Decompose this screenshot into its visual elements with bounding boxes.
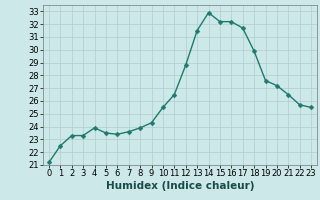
X-axis label: Humidex (Indice chaleur): Humidex (Indice chaleur): [106, 181, 254, 191]
